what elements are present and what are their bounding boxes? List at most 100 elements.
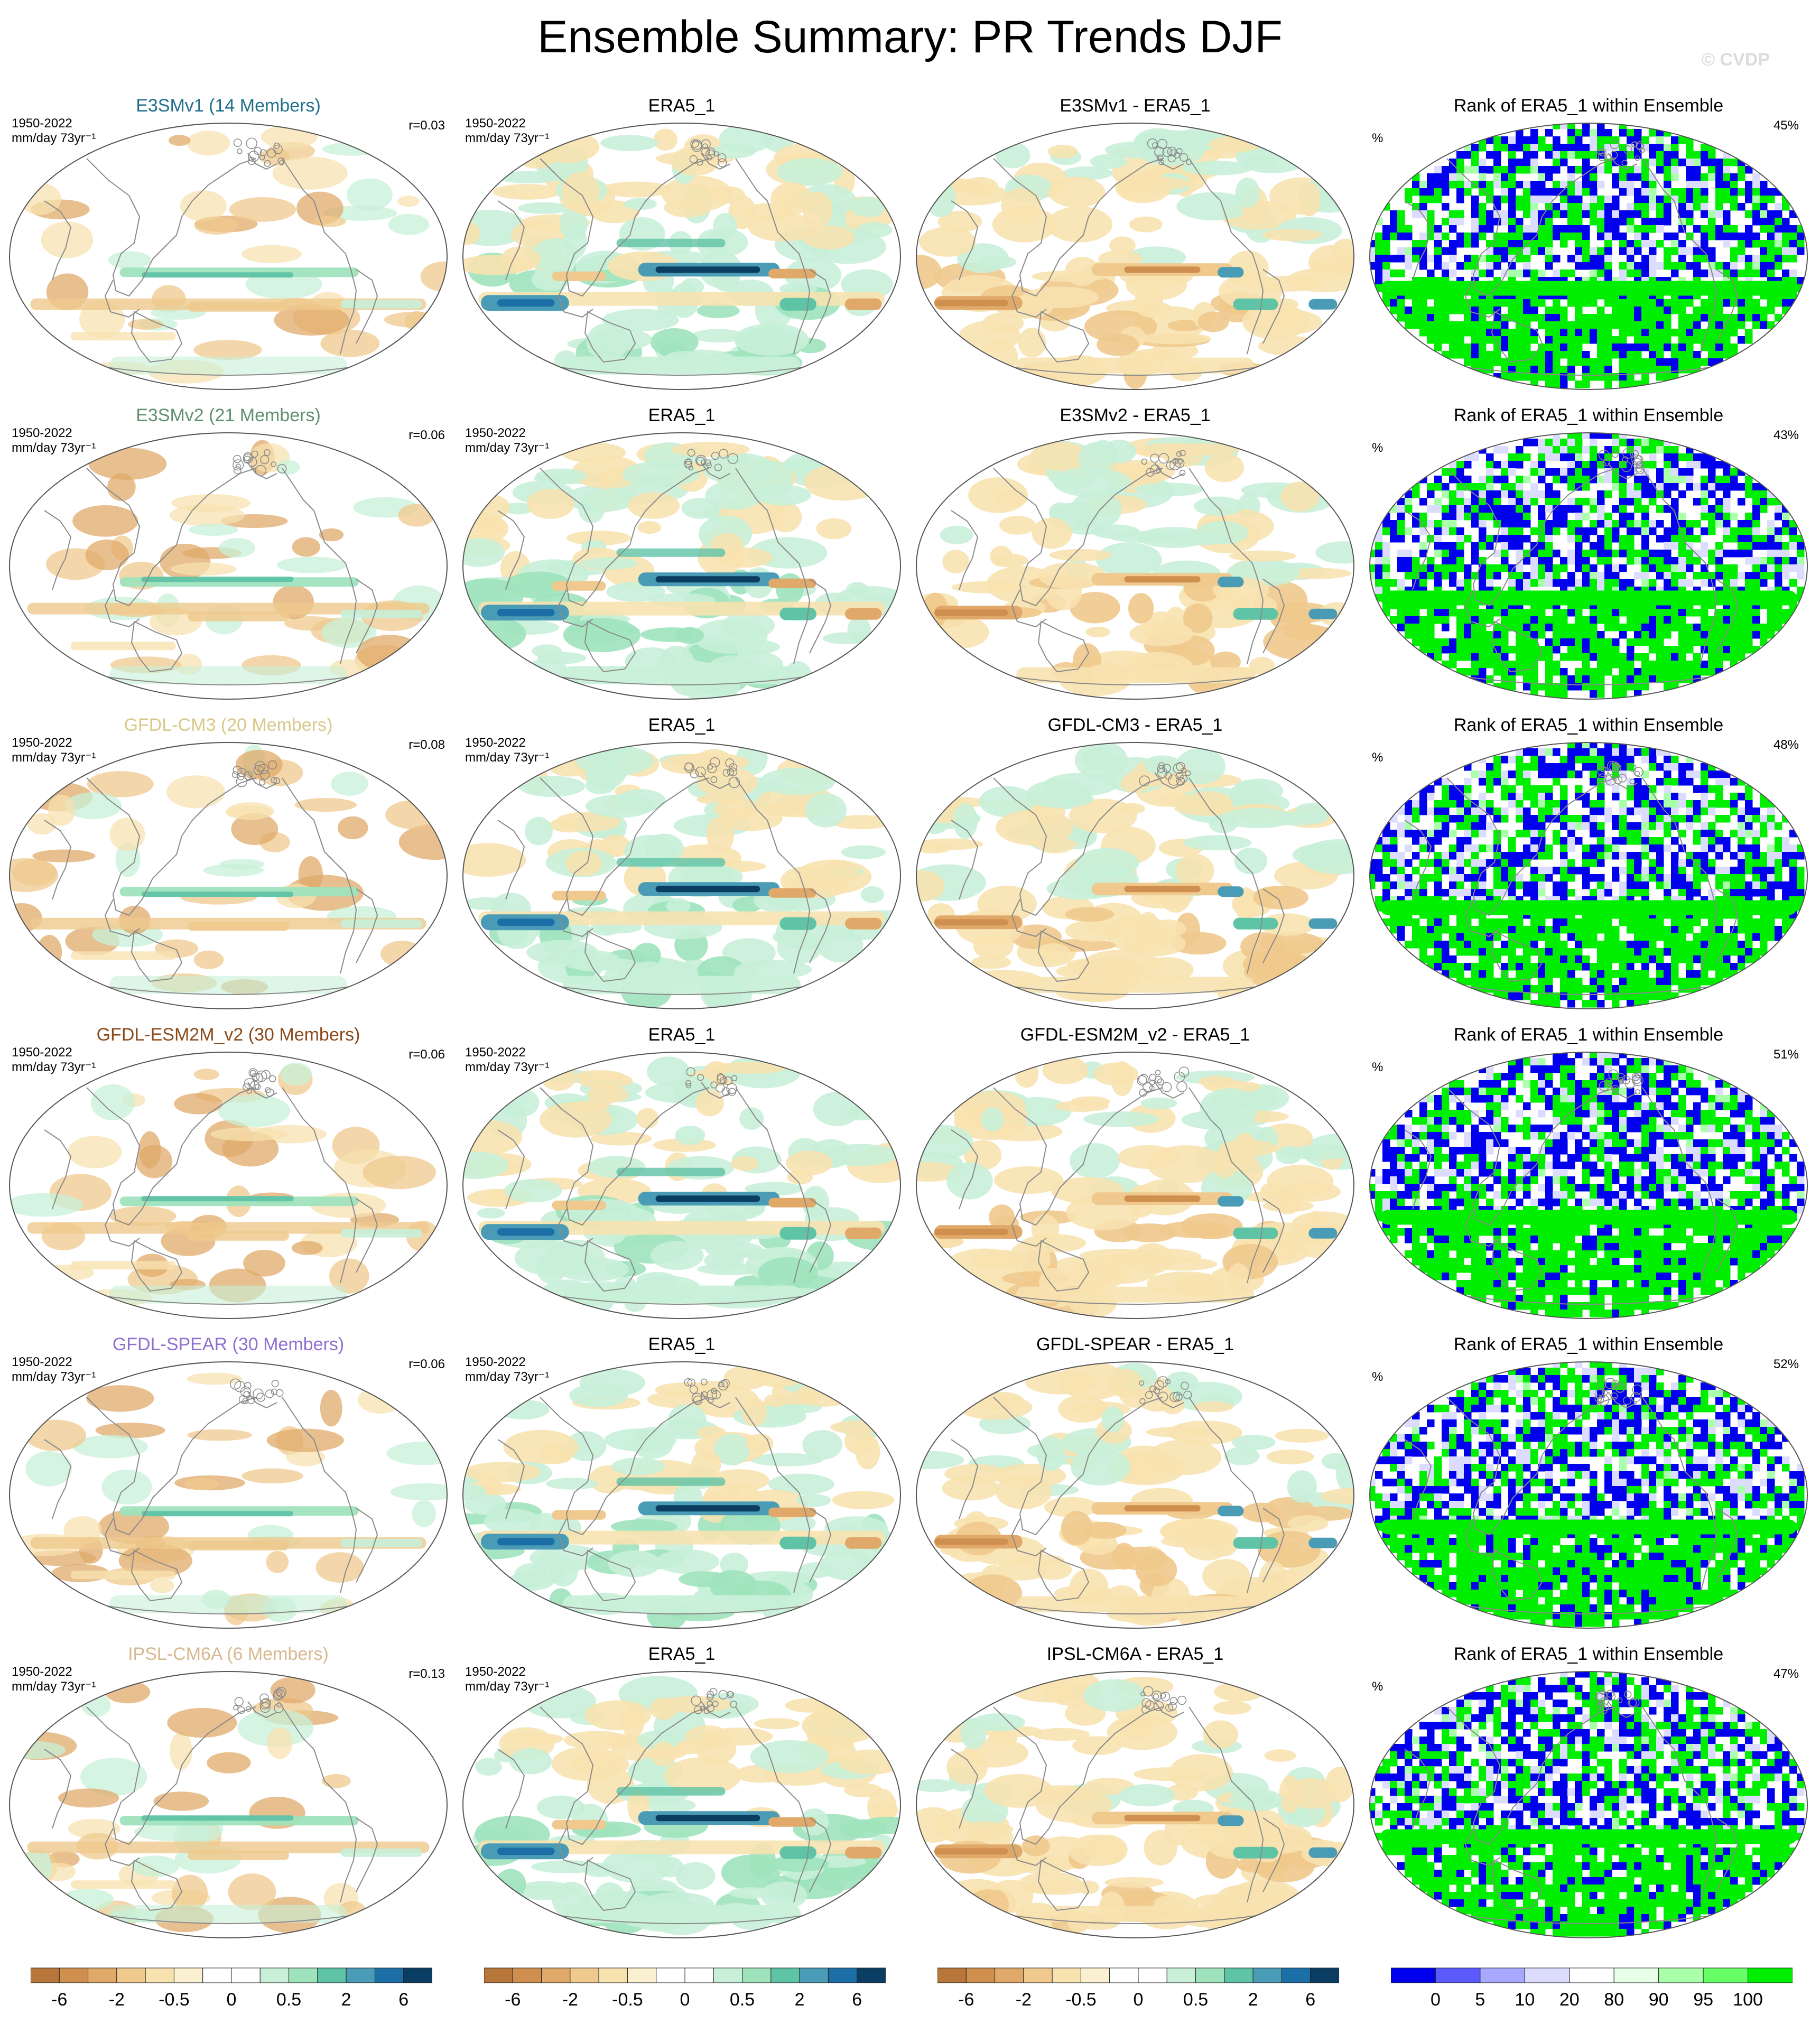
colorbar-tick-label: 2 bbox=[794, 1990, 805, 2010]
panel-title: GFDL-SPEAR (30 Members) bbox=[112, 1334, 345, 1354]
panel-title: E3SMv2 (21 Members) bbox=[136, 405, 321, 425]
units-label: mm/day 73yr⁻¹ bbox=[465, 1679, 550, 1694]
colorbar-swatch bbox=[484, 1967, 513, 1983]
map-obs bbox=[461, 122, 903, 391]
colorbar-swatch bbox=[713, 1967, 743, 1983]
colorbar-swatch bbox=[857, 1967, 886, 1983]
colorbar-swatch bbox=[1703, 1967, 1749, 1983]
colorbar-swatch bbox=[317, 1967, 347, 1983]
colorbar-swatch bbox=[598, 1967, 628, 1983]
pattern-correlation: r=0.03 bbox=[408, 118, 445, 133]
map-panel-obs-1: ERA5_1 1950-2022 mm/day 73yr⁻¹ bbox=[461, 95, 903, 391]
rank-value: 51% bbox=[1773, 1047, 1799, 1062]
colorbar-swatch bbox=[1252, 1967, 1282, 1983]
map-panel-diff-1: E3SMv1 - ERA5_1 bbox=[914, 95, 1356, 391]
map-obs bbox=[461, 1051, 903, 1320]
map-svg-rank-4 bbox=[1369, 1052, 1808, 1319]
map-panel-model-5: GFDL-SPEAR (30 Members) 1950-2022 mm/day 7… bbox=[7, 1334, 449, 1630]
colorbar-tick-label: -2 bbox=[562, 1990, 578, 2010]
rank-units-label: % bbox=[1372, 131, 1383, 145]
map-panel-rank-1: Rank of ERA5_1 within Ensemble% 45% bbox=[1368, 95, 1809, 391]
colorbar-tick-label: -6 bbox=[958, 1990, 974, 2010]
colorbar-tick-label: -2 bbox=[1015, 1990, 1032, 2010]
map-svg-obs-5 bbox=[462, 1361, 901, 1629]
map-obs bbox=[461, 1360, 903, 1630]
panel-title: Rank of ERA5_1 within Ensemble bbox=[1453, 1334, 1724, 1354]
map-model bbox=[7, 1051, 449, 1320]
trend-colorbar-1-swatches bbox=[31, 1967, 432, 1983]
trend-colorbar-3-swatches bbox=[937, 1967, 1339, 1983]
colorbar-swatch bbox=[1524, 1967, 1570, 1983]
cvdp-watermark: © CVDP bbox=[1702, 50, 1770, 70]
rank-units-label: % bbox=[1372, 1679, 1383, 1694]
colorbar-tick-label: 100 bbox=[1733, 1990, 1763, 2010]
colorbar-tick-label: 2 bbox=[1248, 1990, 1258, 2010]
colorbar-swatch bbox=[770, 1967, 800, 1983]
units-label: mm/day 73yr⁻¹ bbox=[465, 1060, 550, 1074]
map-panel-diff-4: GFDL-ESM2M_v2 - ERA5_1 bbox=[914, 1024, 1356, 1320]
period-label: 1950-2022 bbox=[465, 426, 526, 440]
map-panel-obs-4: ERA5_1 1950-2022 mm/day 73yr⁻¹ bbox=[461, 1024, 903, 1320]
colorbar-swatch bbox=[541, 1967, 571, 1983]
colorbar-tick-label: 10 bbox=[1515, 1990, 1535, 2010]
colorbar-tick-label: 2 bbox=[341, 1990, 351, 2010]
rank-units-label: % bbox=[1372, 441, 1383, 455]
colorbar-tick-label: 0.5 bbox=[276, 1990, 302, 2010]
period-label: 1950-2022 bbox=[12, 1355, 72, 1369]
panel-title: ERA5_1 bbox=[648, 1644, 716, 1664]
panel-title: ERA5_1 bbox=[648, 405, 716, 425]
colorbar-swatch bbox=[403, 1967, 432, 1983]
map-svg-diff-6 bbox=[916, 1671, 1354, 1938]
colorbar-swatch bbox=[1613, 1967, 1659, 1983]
colorbar-swatch bbox=[965, 1967, 996, 1983]
map-svg-obs-3 bbox=[462, 742, 901, 1009]
panel-title: Rank of ERA5_1 within Ensemble bbox=[1453, 715, 1724, 735]
colorbar-tick-label: 20 bbox=[1559, 1990, 1580, 2010]
panel-title: GFDL-ESM2M_v2 (30 Members) bbox=[96, 1025, 360, 1045]
colorbar-swatch bbox=[828, 1967, 858, 1983]
map-panel-obs-6: ERA5_1 1950-2022 mm/day 73yr⁻¹ bbox=[461, 1644, 903, 1939]
map-svg-diff-2 bbox=[916, 432, 1354, 700]
period-label: 1950-2022 bbox=[465, 736, 526, 750]
panel-title: ERA5_1 bbox=[648, 1025, 716, 1045]
units-label: mm/day 73yr⁻¹ bbox=[12, 131, 96, 145]
colorbar-swatch bbox=[1658, 1967, 1704, 1983]
map-panel-diff-2: E3SMv2 - ERA5_1 bbox=[914, 405, 1356, 701]
colorbar-swatch bbox=[31, 1967, 60, 1983]
units-label: mm/day 73yr⁻¹ bbox=[465, 750, 550, 765]
colorbar-swatch bbox=[88, 1967, 117, 1983]
colorbar-swatch bbox=[1391, 1967, 1436, 1983]
rank-value: 48% bbox=[1773, 738, 1799, 752]
map-rank bbox=[1368, 122, 1809, 391]
rank-value: 43% bbox=[1773, 428, 1799, 442]
colorbar-swatch bbox=[742, 1967, 772, 1983]
colorbar-swatch bbox=[173, 1967, 203, 1983]
colorbar-swatch bbox=[259, 1967, 290, 1983]
colorbar-swatch bbox=[59, 1967, 89, 1983]
map-diff bbox=[914, 1670, 1356, 1939]
colorbar-tick-label: 0.5 bbox=[729, 1990, 755, 2010]
rank-units-label: % bbox=[1372, 1370, 1383, 1384]
colorbar-tick-label: -0.5 bbox=[612, 1990, 643, 2010]
colorbar-tick-label: -2 bbox=[108, 1990, 125, 2010]
colorbar-tick-label: 6 bbox=[852, 1990, 862, 2010]
colorbar-tick-label: 6 bbox=[398, 1990, 409, 2010]
units-label: mm/day 73yr⁻¹ bbox=[12, 1060, 96, 1074]
panel-title: Rank of ERA5_1 within Ensemble bbox=[1453, 1025, 1724, 1045]
colorbar-swatch bbox=[346, 1967, 375, 1983]
colorbar-swatch bbox=[289, 1967, 318, 1983]
map-svg-diff-1 bbox=[916, 123, 1354, 390]
colorbar-tick-label: -0.5 bbox=[159, 1990, 190, 2010]
colorbar-swatch bbox=[1310, 1967, 1339, 1983]
map-panel-model-1: E3SMv1 (14 Members) 1950-2022 mm/day 73yr⁻… bbox=[7, 95, 449, 391]
map-panel-obs-2: ERA5_1 1950-2022 mm/day 73yr⁻¹ bbox=[461, 405, 903, 701]
map-model bbox=[7, 741, 449, 1010]
map-svg-rank-5 bbox=[1369, 1361, 1808, 1629]
map-svg-model-6 bbox=[9, 1671, 448, 1938]
colorbar-tick-label: 80 bbox=[1604, 1990, 1624, 2010]
colorbar-tick-label: 6 bbox=[1305, 1990, 1316, 2010]
map-svg-rank-3 bbox=[1369, 742, 1808, 1009]
rank-units-label: % bbox=[1372, 1060, 1383, 1074]
panel-title: E3SMv1 (14 Members) bbox=[136, 96, 321, 116]
colorbar-swatch bbox=[116, 1967, 146, 1983]
